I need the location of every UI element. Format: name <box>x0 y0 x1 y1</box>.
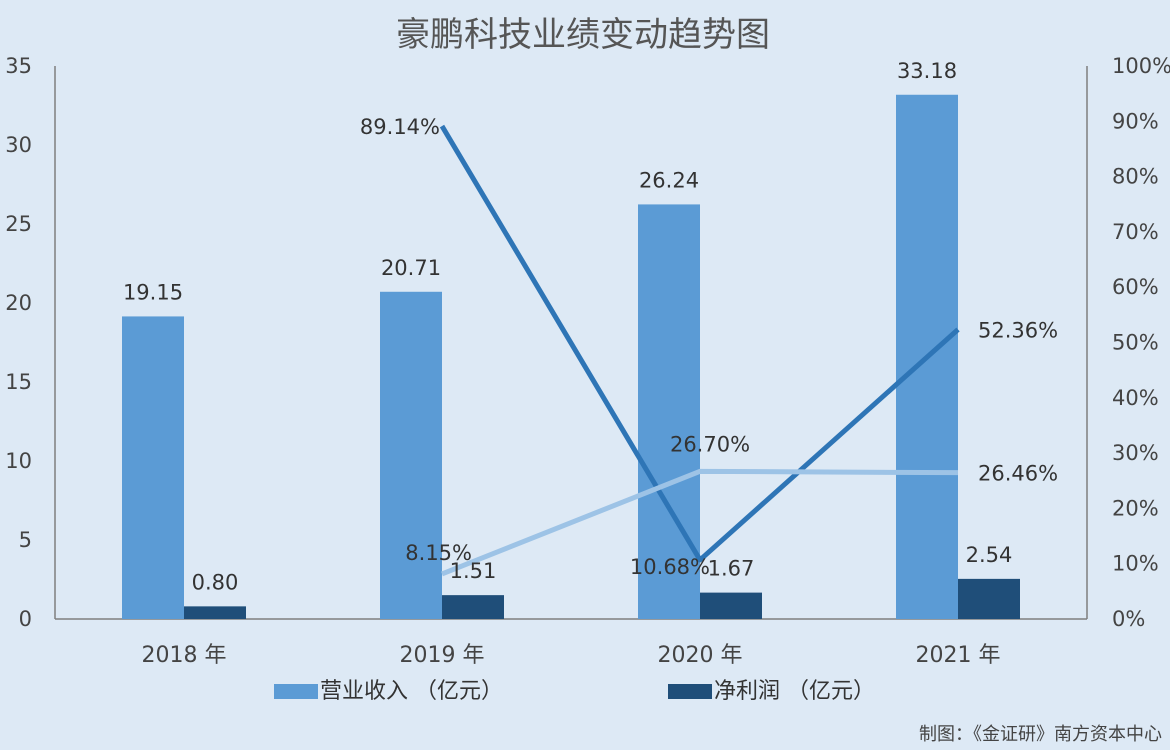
right-tick-label: 90% <box>1112 109 1159 133</box>
x-tick-label: 2020 年 <box>658 643 743 668</box>
bars <box>122 94 1020 620</box>
net-profit-bar-label: 2.54 <box>966 543 1013 567</box>
left-tick-label: 5 <box>19 528 32 552</box>
revenue-growth-line <box>441 468 959 577</box>
left-tick-label: 35 <box>5 54 32 78</box>
right-tick-label: 20% <box>1112 496 1159 520</box>
revenue-bar <box>380 291 442 619</box>
chart-title: 豪鹏科技业绩变动趋势图 <box>396 15 770 55</box>
net-profit-bar-label: 1.51 <box>450 559 497 583</box>
right-tick-label: 60% <box>1112 275 1159 299</box>
net-profit-growth-line <box>439 124 960 563</box>
revenue-bar-label: 33.18 <box>897 59 957 83</box>
left-tick-label: 20 <box>5 291 32 315</box>
legend-swatch-net-profit <box>668 684 712 699</box>
net-profit-bar <box>700 592 762 619</box>
net-profit-bar-label: 1.67 <box>708 557 755 581</box>
x-tick-label: 2018 年 <box>142 643 227 668</box>
net-profit-bar-label: 0.80 <box>192 570 239 594</box>
legend-label-net-profit: 净利润 （亿元） <box>714 679 875 704</box>
x-tick-label: 2019 年 <box>400 643 485 668</box>
credit-text: 制图：《金证研》南方资本中心 <box>919 724 1162 745</box>
right-tick-label: 50% <box>1112 331 1159 355</box>
revenue-growth-label: 26.70% <box>670 432 750 456</box>
data-labels: 19.15 20.71 26.24 33.18 0.80 1.51 1.67 2.54 89.1… <box>123 59 1058 595</box>
right-tick-label: 30% <box>1112 441 1159 465</box>
left-tick-label: 15 <box>5 370 32 394</box>
legend-label-revenue: 营业收入 （亿元） <box>320 679 503 704</box>
revenue-bar <box>638 204 700 619</box>
x-tick-label: 2021 年 <box>916 643 1001 668</box>
left-tick-label: 25 <box>5 212 32 236</box>
right-tick-label: 80% <box>1112 165 1159 189</box>
net-profit-growth-label: 89.14% <box>360 115 440 139</box>
left-tick-label: 0 <box>19 607 32 631</box>
right-tick-label: 40% <box>1112 386 1159 410</box>
net-profit-bar <box>184 606 246 619</box>
revenue-bar <box>122 316 184 619</box>
left-tick-label: 10 <box>5 449 32 473</box>
axes: 0 5 10 15 20 25 30 35 0% 10% 20% 30% 40% 50% 60% 70% 80%… <box>5 54 1170 668</box>
revenue-growth-label: 26.46% <box>978 462 1058 486</box>
net-profit-bar <box>958 578 1020 619</box>
right-tick-label: 70% <box>1112 220 1159 244</box>
right-tick-label: 100% <box>1112 54 1170 78</box>
net-profit-growth-label: 52.36% <box>978 318 1058 342</box>
revenue-bar-label: 19.15 <box>123 280 183 304</box>
right-tick-label: 0% <box>1112 607 1145 631</box>
net-profit-bar <box>442 595 504 619</box>
revenue-bar-label: 26.24 <box>639 168 699 192</box>
line-series <box>439 124 960 577</box>
net-profit-growth-label: 10.68% <box>630 555 710 579</box>
left-tick-label: 30 <box>5 133 32 157</box>
legend: 营业收入 （亿元） 净利润 （亿元） <box>274 679 875 704</box>
right-tick-label: 10% <box>1112 552 1159 576</box>
revenue-growth-label: 8.15% <box>405 541 472 565</box>
revenue-bar-label: 20.71 <box>381 256 441 280</box>
legend-swatch-revenue <box>274 684 318 699</box>
